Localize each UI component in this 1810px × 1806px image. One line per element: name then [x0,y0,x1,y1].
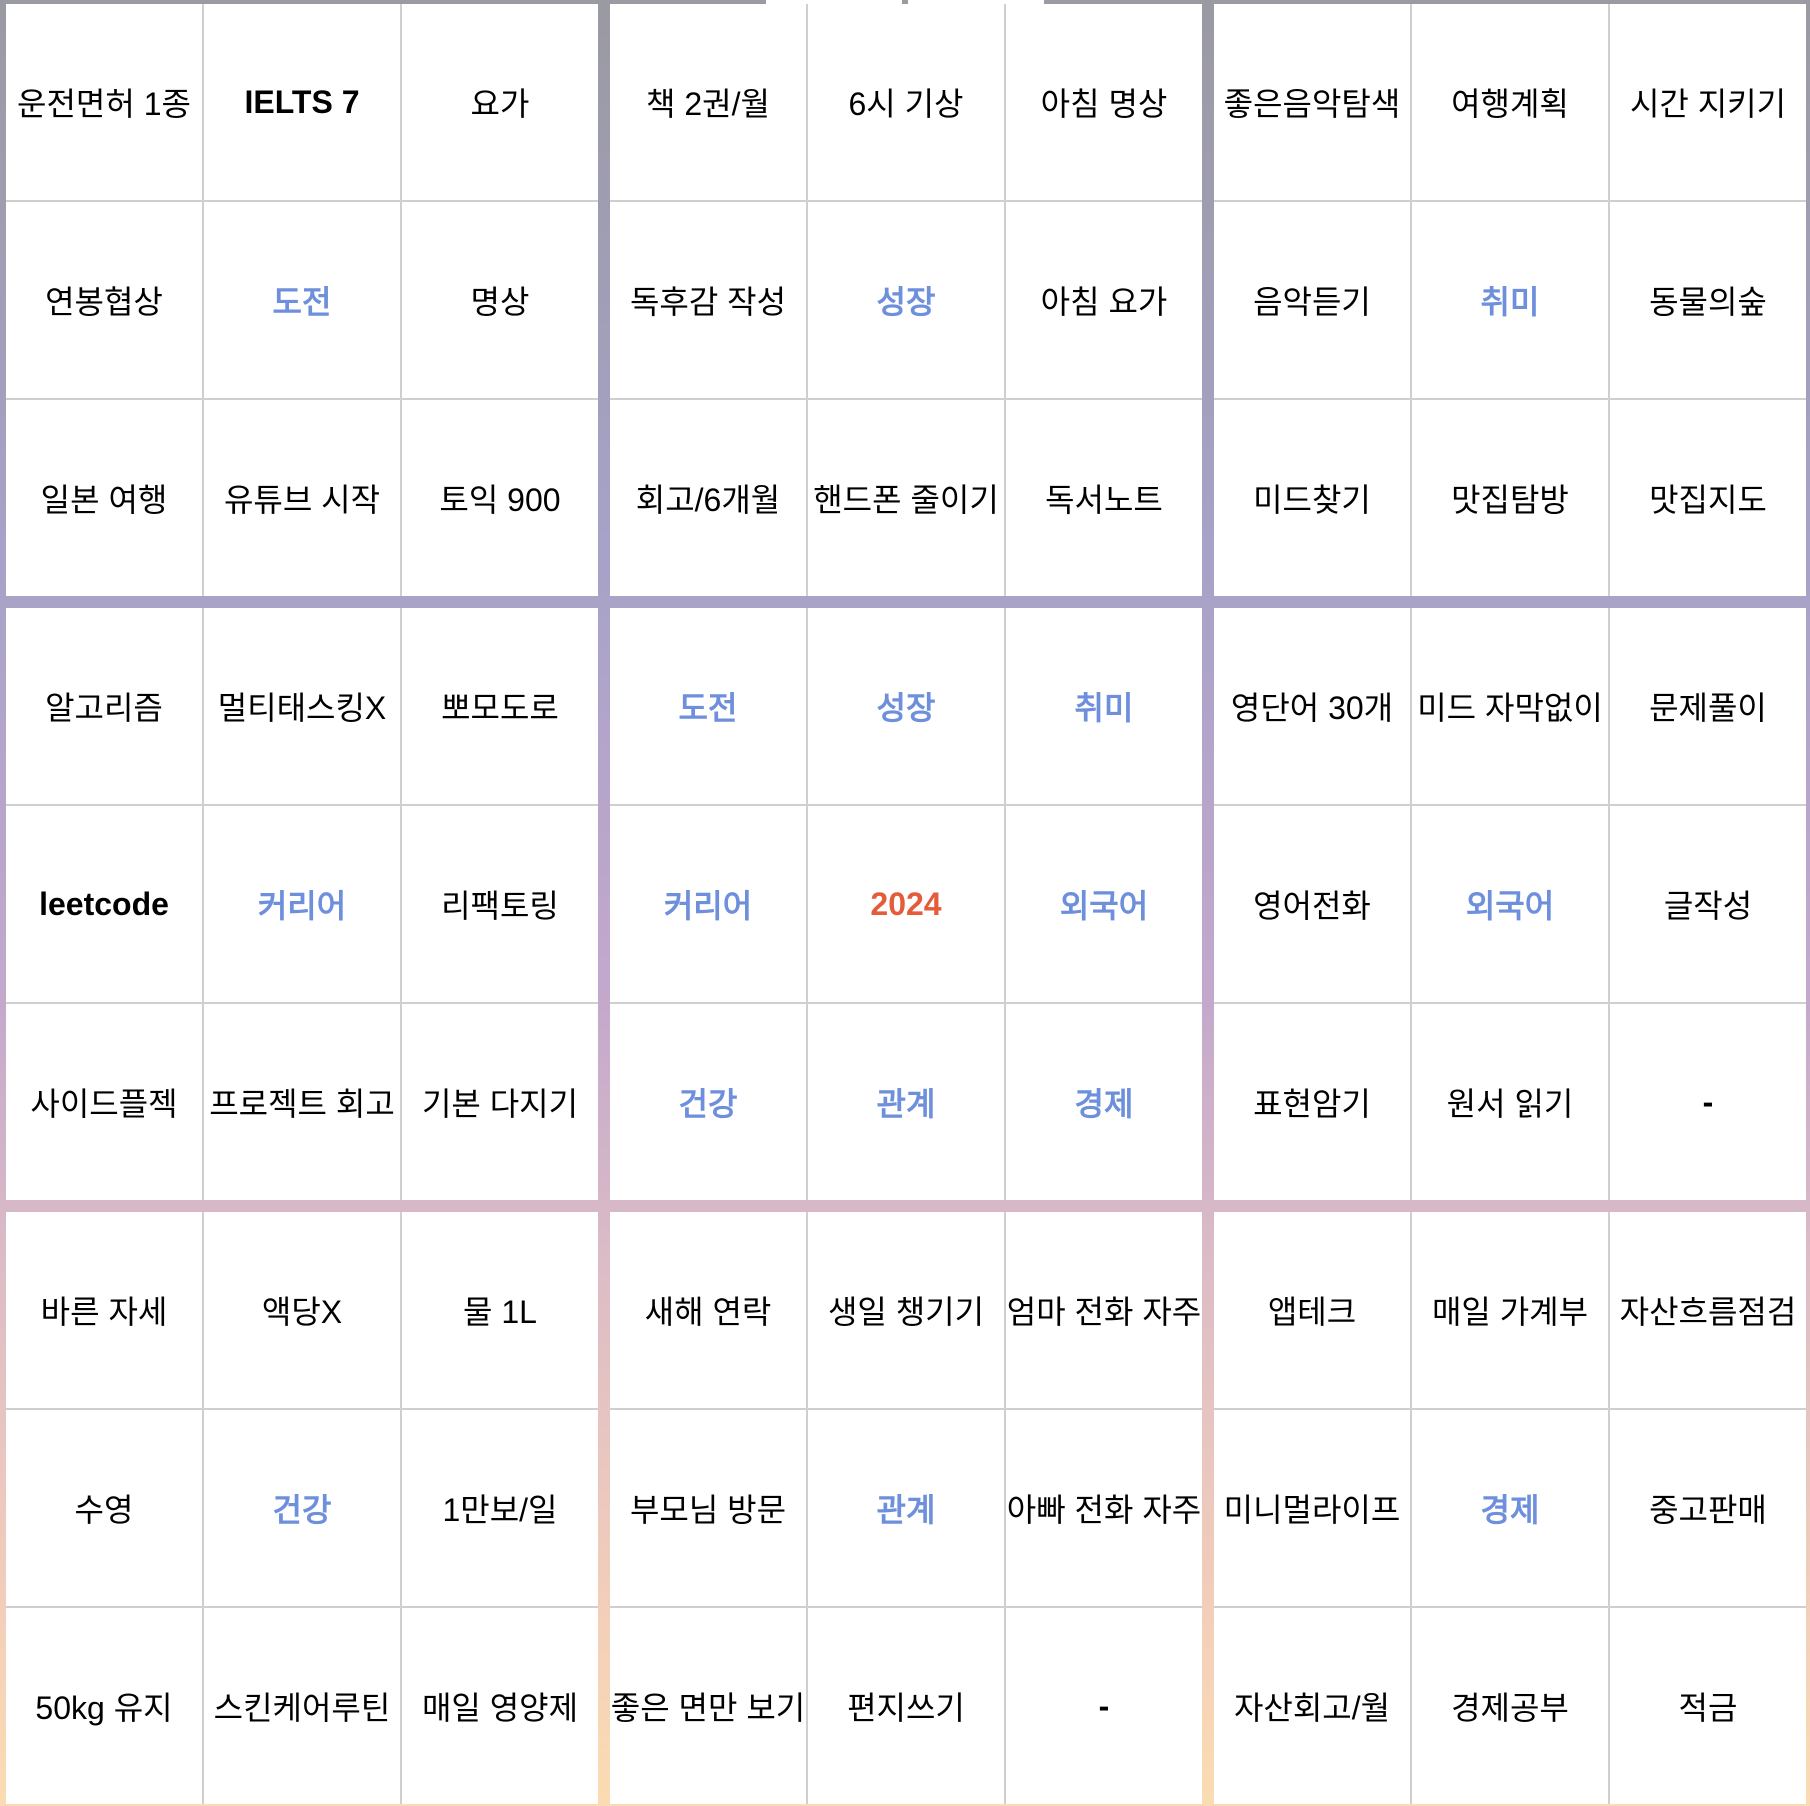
goal-cell[interactable]: 기본 다지기 [402,1004,598,1200]
goal-cell[interactable]: 유튜브 시작 [204,400,400,596]
goal-cell[interactable]: 음악듣기 [1214,202,1410,398]
goal-cell[interactable]: 경제공부 [1412,1608,1608,1804]
goal-cell[interactable]: 알고리즘 [6,608,202,804]
goal-cell[interactable]: 표현암기 [1214,1004,1410,1200]
goal-cell[interactable]: 커리어 [610,806,806,1002]
goal-cell[interactable]: 맛집지도 [1610,400,1806,596]
block-center-cell[interactable]: 건강 [204,1410,400,1606]
goal-cell[interactable]: IELTS 7 [204,4,400,200]
goal-cell[interactable]: 자산흐름점검 [1610,1212,1806,1408]
goal-cell[interactable]: 운전면허 1종 [6,4,202,200]
goal-cell[interactable]: - [1006,1608,1202,1804]
goal-cell[interactable]: 편지쓰기 [808,1608,1004,1804]
goal-cell[interactable]: 미드 자막없이 [1412,608,1608,804]
goal-cell[interactable]: 매일 영양제 [402,1608,598,1804]
goal-cell[interactable]: 외국어 [1006,806,1202,1002]
goal-cell[interactable]: 토익 900 [402,400,598,596]
goal-cell[interactable]: 미니멀라이프 [1214,1410,1410,1606]
goal-cell[interactable]: 여행계획 [1412,4,1608,200]
goal-cell[interactable]: 책 2권/월 [610,4,806,200]
block-center-cell[interactable]: 2024 [808,806,1004,1002]
goal-cell[interactable]: 아침 명상 [1006,4,1202,200]
goal-cell[interactable]: 맛집탐방 [1412,400,1608,596]
goal-cell[interactable]: 글작성 [1610,806,1806,1002]
goal-cell[interactable]: 회고/6개월 [610,400,806,596]
goal-cell[interactable]: 스킨케어루틴 [204,1608,400,1804]
block-center-cell[interactable]: 관계 [808,1410,1004,1606]
block-center-cell[interactable]: 커리어 [204,806,400,1002]
block-center-cell[interactable]: 경제 [1412,1410,1608,1606]
goal-cell[interactable]: 미드찾기 [1214,400,1410,596]
goal-cell[interactable]: 건강 [610,1004,806,1200]
goal-cell[interactable]: leetcode [6,806,202,1002]
goal-cell[interactable]: 적금 [1610,1608,1806,1804]
goal-cell[interactable]: 도전 [610,608,806,804]
goal-health-block: 바른 자세 액당X 물 1L 수영 건강 1만보/일 50kg 유지 스킨케어루틴 매일 영양제 [6,1212,598,1804]
goal-cell[interactable]: 원서 읽기 [1412,1004,1608,1200]
goal-cell[interactable]: 바른 자세 [6,1212,202,1408]
goal-cell[interactable]: 취미 [1006,608,1202,804]
goal-cell[interactable]: 성장 [808,608,1004,804]
goal-cell[interactable]: 50kg 유지 [6,1608,202,1804]
goal-cell[interactable]: 명상 [402,202,598,398]
goal-cell[interactable]: 문제풀이 [1610,608,1806,804]
goal-cell[interactable]: 프로젝트 회고 [204,1004,400,1200]
goal-cell[interactable]: 영어전화 [1214,806,1410,1002]
block-center-cell[interactable]: 취미 [1412,202,1608,398]
goal-cell[interactable]: 앱테크 [1214,1212,1410,1408]
goal-cell[interactable]: 자산회고/월 [1214,1608,1410,1804]
block-center-cell[interactable]: 도전 [204,202,400,398]
goal-cell[interactable]: 연봉협상 [6,202,202,398]
goal-cell[interactable]: 아빠 전화 자주 [1006,1410,1202,1606]
goal-cell[interactable]: 새해 연락 [610,1212,806,1408]
goal-cell[interactable]: 좋은음악탐색 [1214,4,1410,200]
goal-cell[interactable]: - [1610,1004,1806,1200]
goal-cell[interactable]: 물 1L [402,1212,598,1408]
goal-cell[interactable]: 요가 [402,4,598,200]
goal-cell[interactable]: 생일 챙기기 [808,1212,1004,1408]
goal-cell[interactable]: 부모님 방문 [610,1410,806,1606]
goal-cell[interactable]: 액당X [204,1212,400,1408]
goal-cell[interactable]: 관계 [808,1004,1004,1200]
block-center-cell[interactable]: 외국어 [1412,806,1608,1002]
goal-cell[interactable]: 시간 지키기 [1610,4,1806,200]
goal-cell[interactable]: 1만보/일 [402,1410,598,1606]
goal-cell[interactable]: 아침 요가 [1006,202,1202,398]
goal-cell[interactable]: 매일 가계부 [1412,1212,1608,1408]
goal-cell[interactable]: 뽀모도로 [402,608,598,804]
block-center-cell[interactable]: 성장 [808,202,1004,398]
goal-cell[interactable]: 독후감 작성 [610,202,806,398]
goal-cell[interactable]: 일본 여행 [6,400,202,596]
top-tabs [766,0,1044,4]
goal-cell[interactable]: 멀티태스킹X [204,608,400,804]
goal-cell[interactable]: 독서노트 [1006,400,1202,596]
goal-cell[interactable]: 리팩토링 [402,806,598,1002]
goal-cell[interactable]: 중고판매 [1610,1410,1806,1606]
goal-cell[interactable]: 엄마 전화 자주 [1006,1212,1202,1408]
goal-cell[interactable]: 핸드폰 줄이기 [808,400,1004,596]
goal-cell[interactable]: 영단어 30개 [1214,608,1410,804]
goal-cell[interactable]: 동물의숲 [1610,202,1806,398]
goal-cell[interactable]: 사이드플젝 [6,1004,202,1200]
goal-cell[interactable]: 수영 [6,1410,202,1606]
goal-cell[interactable]: 경제 [1006,1004,1202,1200]
goal-cell[interactable]: 좋은 면만 보기 [610,1608,806,1804]
goal-cell[interactable]: 6시 기상 [808,4,1004,200]
